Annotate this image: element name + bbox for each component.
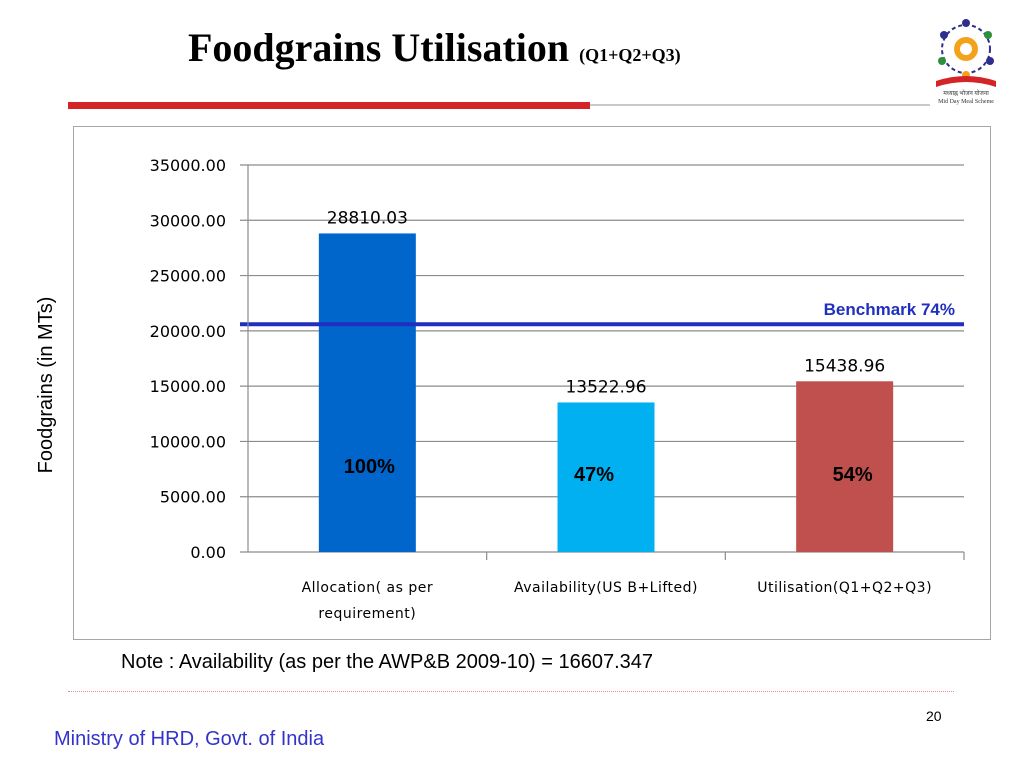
bar-percent-label: 47%	[574, 464, 614, 486]
y-axis-label: Foodgrains (in MTs)	[35, 297, 57, 474]
x-category-label: Availability(US B+Lifted)	[514, 580, 698, 596]
chart-bars	[240, 233, 964, 552]
y-tick-label: 0.00	[190, 543, 226, 562]
y-tick-label: 15000.00	[150, 377, 226, 396]
y-tick-label: 25000.00	[150, 267, 226, 286]
bar-percent-label: 54%	[833, 464, 873, 486]
availability-note: Note : Availability (as per the AWP&B 20…	[121, 651, 653, 673]
footer-divider	[68, 691, 954, 692]
page-number: 20	[926, 708, 942, 724]
logo-caption-english: Mid Day Meal Scheme	[938, 99, 994, 105]
slide-title-main: Foodgrains Utilisation	[188, 25, 570, 70]
benchmark-label: Benchmark 74%	[824, 300, 955, 319]
x-category-label: requirement)	[318, 606, 416, 622]
chart-axes	[247, 165, 965, 560]
y-tick-label: 5000.00	[160, 488, 226, 507]
bar-value-label: 15438.96	[804, 356, 885, 376]
bar-value-label: 13522.96	[565, 377, 646, 397]
bar	[796, 381, 894, 552]
slide-title-sub: (Q1+Q2+Q3)	[579, 45, 681, 65]
y-tick-label: 10000.00	[150, 432, 226, 451]
logo-caption-hindi: मध्याह्न भोजन योजना	[943, 89, 989, 97]
bar-percent-label: 100%	[344, 456, 395, 478]
logo-emblem-icon	[936, 19, 996, 87]
chart-labels: 0.00 5000.00 10000.00 15000.00 20000.00 25000…	[150, 156, 955, 622]
footer-ministry: Ministry of HRD, Govt. of India	[54, 728, 325, 750]
slide-title: Foodgrains Utilisation (Q1+Q2+Q3)	[188, 24, 681, 71]
bar-value-label: 28810.03	[327, 208, 408, 228]
bar	[318, 233, 416, 552]
title-underline-red	[68, 102, 590, 109]
y-tick-label: 30000.00	[150, 211, 226, 230]
bar	[557, 402, 655, 552]
mid-day-meal-scheme-logo: मध्याह्न भोजन योजना Mid Day Meal Scheme	[936, 19, 996, 105]
x-category-label: Utilisation(Q1+Q2+Q3)	[757, 580, 932, 596]
x-category-label: Allocation( as per	[302, 580, 434, 596]
y-tick-label: 35000.00	[150, 156, 226, 175]
y-tick-label: 20000.00	[150, 322, 226, 341]
title-underline-grey	[590, 104, 930, 106]
